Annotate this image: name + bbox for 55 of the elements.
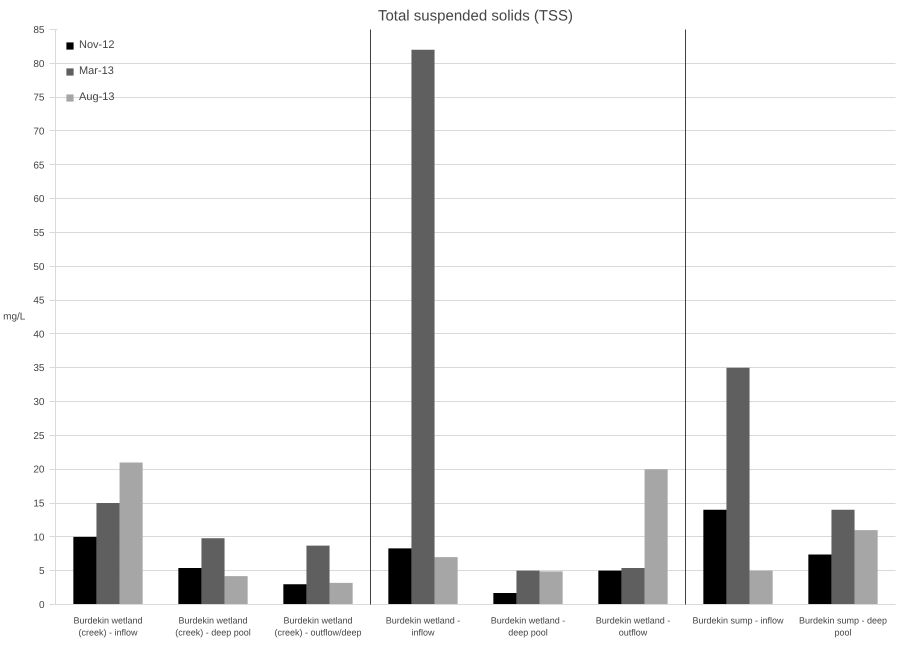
bar <box>96 503 120 604</box>
bar <box>224 576 248 604</box>
y-axis-title: mg/L <box>3 312 26 322</box>
y-tick-label: 30 <box>33 397 45 408</box>
y-tick-label: 75 <box>33 92 45 104</box>
bar <box>330 582 353 604</box>
legend-label: Mar-13 <box>79 65 114 77</box>
y-tick-label: 50 <box>33 262 45 273</box>
x-tick-label: Burdekin sump - deep pool <box>798 616 888 638</box>
bar <box>388 548 412 604</box>
y-tick-label: 10 <box>33 532 45 544</box>
bar <box>808 554 832 604</box>
y-tick-label: 65 <box>33 160 45 172</box>
bar <box>516 570 540 604</box>
legend-label: Nov-12 <box>79 39 114 51</box>
x-tick-label: Burdekin wetland (creek) - outflow/deep <box>274 616 362 638</box>
bar <box>726 368 750 604</box>
y-tick-label: 45 <box>33 296 45 307</box>
bar <box>703 510 726 604</box>
x-tick-label: Burdekin sump - inflow <box>692 616 784 626</box>
y-tick-label: 55 <box>33 228 45 239</box>
y-tick-label: 35 <box>33 363 45 374</box>
bar <box>750 570 773 604</box>
bar <box>621 568 645 604</box>
bar <box>854 530 878 604</box>
bar <box>644 469 668 604</box>
bar <box>411 50 435 604</box>
y-tick-label: 20 <box>33 464 45 476</box>
bar <box>434 557 458 604</box>
y-tick-label: 25 <box>33 430 45 442</box>
legend-label: Aug-13 <box>79 91 114 103</box>
bar <box>73 536 96 604</box>
y-tick-label: 85 <box>33 25 45 36</box>
bar <box>831 510 855 604</box>
bar <box>598 570 622 604</box>
bar <box>201 538 225 604</box>
x-tick-label: Burdekin wetland (creek) - inflow <box>73 616 143 638</box>
y-tick-label: 40 <box>33 329 45 340</box>
chart-title: Total suspended solids (TSS) <box>378 8 574 24</box>
bar <box>283 584 306 604</box>
y-tick-label: 70 <box>33 126 45 138</box>
x-tick-label: Burdekin wetland (creek) - deep pool <box>175 616 251 638</box>
x-tick-label: Burdekin wetland - deep pool <box>490 616 566 638</box>
bar <box>178 568 202 604</box>
y-tick-label: 15 <box>33 498 45 510</box>
x-tick-label: Burdekin wetland - inflow <box>386 616 460 638</box>
bar <box>306 546 330 604</box>
y-tick-label: 0 <box>38 600 45 611</box>
x-tick-label: Burdekin wetland - outflow <box>596 616 670 638</box>
y-tick-label: 80 <box>33 58 45 70</box>
y-tick-label: 5 <box>38 566 45 578</box>
bar <box>120 462 143 604</box>
bar <box>493 593 516 604</box>
bar <box>540 571 563 604</box>
y-tick-label: 60 <box>33 194 45 206</box>
